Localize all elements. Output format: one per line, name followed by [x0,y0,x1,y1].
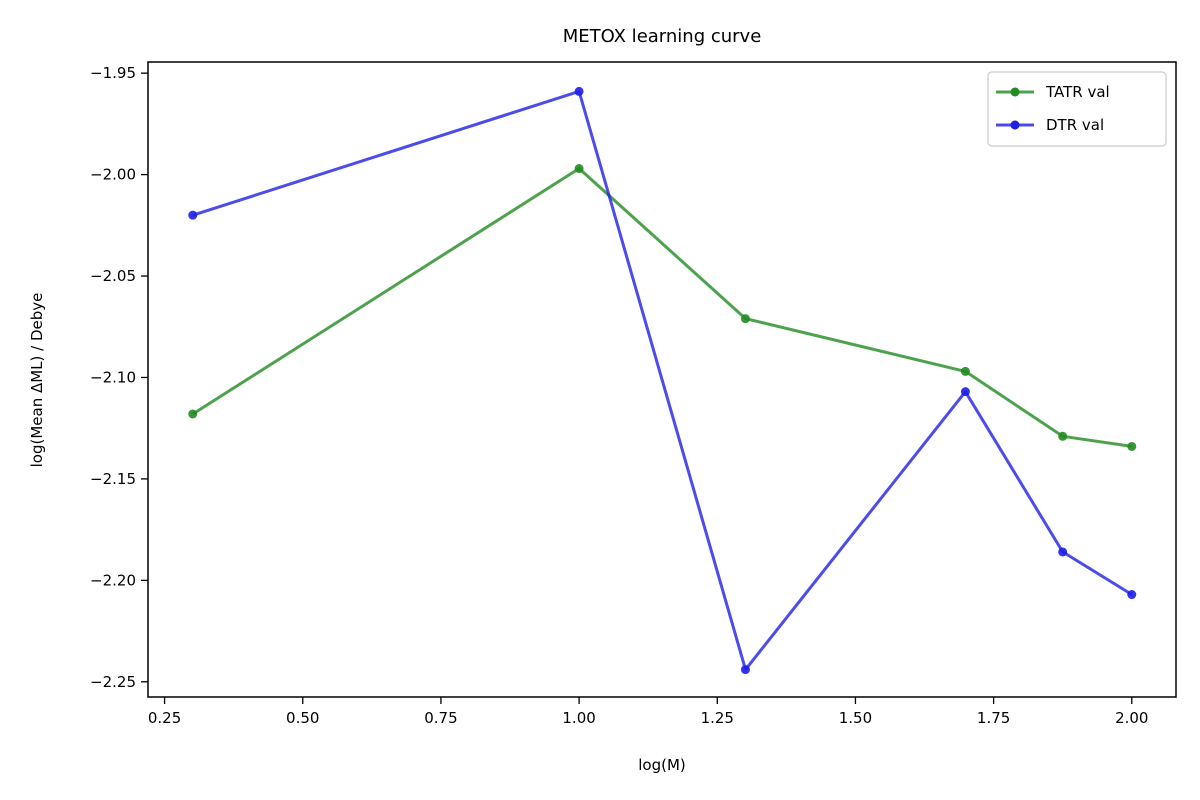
data-point [1127,590,1137,600]
plot-frame [147,61,1177,698]
x-axis: 0.25 0.50 0.75 1.00 1.25 1.50 1.75 2.00 [148,697,1148,727]
data-point [1127,441,1137,451]
data-point [960,387,970,397]
y-tick-label: −2.05 [90,267,136,285]
x-tick-label: 0.50 [286,709,319,727]
x-tick-label: 0.75 [424,709,457,727]
data-point [574,164,584,174]
legend: TATR val DTR val [987,71,1167,147]
y-axis-title: log(Mean ΔML) / Debye [28,293,46,468]
data-point [740,314,750,324]
x-tick-label: 1.25 [701,709,734,727]
x-axis-title: log(M) [638,756,686,774]
series-line [191,167,1133,448]
y-tick-label: −2.10 [90,368,136,386]
legend-label: TATR val [1045,83,1110,101]
legend-item: DTR val [996,116,1104,134]
data-point [574,86,584,96]
data-point [1058,547,1068,557]
y-tick-label: −1.95 [90,64,136,82]
series-0 [188,164,1137,451]
data-point [1058,431,1068,441]
legend-label: DTR val [1046,116,1104,134]
legend-marker [1010,87,1020,97]
x-tick-label: 0.25 [148,709,181,727]
data-point [188,409,198,419]
y-tick-label: −2.15 [90,470,136,488]
legend-item: TATR val [996,83,1110,101]
data-point [740,665,750,675]
x-tick-label: 1.50 [839,709,872,727]
series-1 [188,86,1137,675]
legend-marker [1010,120,1020,130]
x-tick-label: 2.00 [1115,709,1148,727]
chart-title: METOX learning curve [563,26,762,47]
x-tick-label: 1.75 [977,709,1010,727]
y-tick-label: −2.00 [90,166,136,184]
x-tick-label: 1.00 [562,709,595,727]
y-axis: −1.95 −2.00 −2.05 −2.10 −2.15 −2.20 −2.25 [90,64,148,691]
series-line [192,89,1133,672]
series-layer [188,86,1137,675]
y-tick-label: −2.25 [90,673,136,691]
data-point [188,210,198,220]
data-point [960,366,970,376]
y-tick-label: −2.20 [90,571,136,589]
